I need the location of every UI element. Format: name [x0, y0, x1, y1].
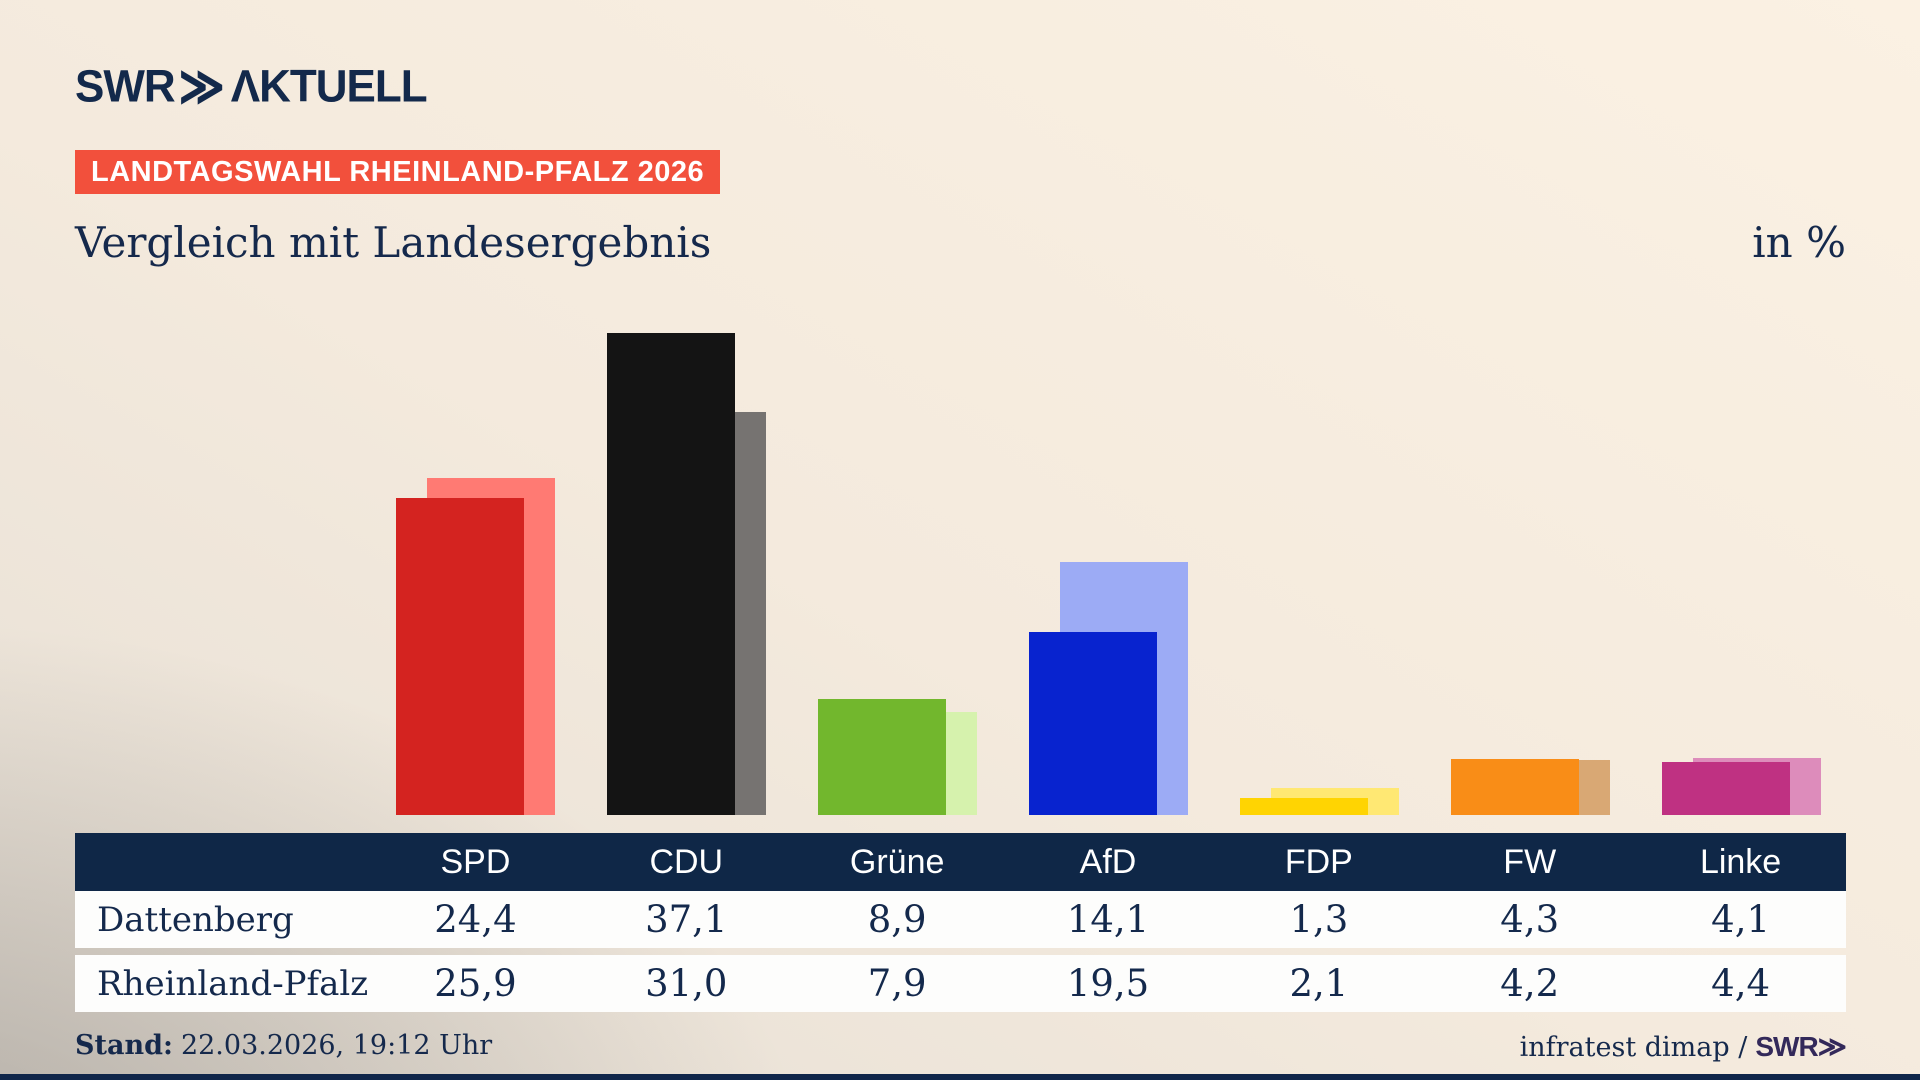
bar-local-SPD — [396, 497, 525, 815]
table-row-1: Rheinland-Pfalz 25,9 31,0 7,9 19,5 2,1 4,2 4,4 — [75, 955, 1846, 1012]
table-header-row: SPD CDU Grüne AfD FDP FW Linke — [75, 833, 1846, 891]
table-header-Linke: Linke — [1699, 842, 1782, 881]
source-credit: infratest dimap / SWR≫ — [1519, 1030, 1847, 1063]
bar-local-FDP — [1239, 798, 1368, 815]
value-Rheinland-Pfalz-Grüne: 7,9 — [867, 962, 927, 1005]
value-Dattenberg-Linke: 4,1 — [1711, 898, 1770, 941]
bar-local-CDU — [607, 332, 736, 815]
timestamp: Stand: 22.03.2026, 19:12 Uhr — [75, 1030, 492, 1061]
logo-aktuell-text: ΛKTUELL — [230, 61, 428, 112]
table-header-AfD: AfD — [1079, 842, 1137, 881]
bottom-brand-strip — [0, 1074, 1920, 1080]
chart-title: Vergleich mit Landesergebnis — [75, 218, 712, 267]
source-text: infratest dimap / — [1519, 1032, 1748, 1063]
stand-label: Stand: — [75, 1030, 173, 1061]
table-corner-cell — [75, 833, 370, 891]
swr-logo-small: SWR≫ — [1755, 1031, 1847, 1062]
table-header-FDP: FDP — [1284, 842, 1353, 881]
value-Rheinland-Pfalz-SPD: 25,9 — [434, 962, 517, 1005]
table-header-Grüne: Grüne — [849, 842, 945, 881]
swr-aktuell-logo: SWR≫ ΛKTUELL — [75, 56, 428, 116]
value-Dattenberg-FW: 4,3 — [1500, 898, 1560, 941]
bar-local-FW — [1450, 759, 1579, 815]
table-row-0: Dattenberg 24,4 37,1 8,9 14,1 1,3 4,3 4,1 — [75, 891, 1846, 948]
double-chevron-icon: ≫ — [178, 56, 225, 117]
table-header-CDU: CDU — [649, 842, 724, 881]
table-header-FW: FW — [1503, 842, 1557, 881]
bar-local-Linke — [1661, 761, 1790, 815]
value-Dattenberg-AfD: 14,1 — [1066, 898, 1150, 941]
value-Dattenberg-Grüne: 8,9 — [867, 898, 927, 941]
row-label-Rheinland-Pfalz: Rheinland-Pfalz — [97, 963, 369, 1004]
value-Dattenberg-SPD: 24,4 — [434, 898, 517, 941]
logo-swr-text: SWR — [75, 61, 176, 112]
results-table: SPD CDU Grüne AfD FDP FW Linke Dattenberg 24,4 3… — [75, 833, 1846, 1012]
value-Rheinland-Pfalz-CDU: 31,0 — [645, 962, 728, 1005]
value-Rheinland-Pfalz-AfD: 19,5 — [1066, 962, 1150, 1005]
value-Rheinland-Pfalz-Linke: 4,4 — [1711, 962, 1770, 1005]
bar-local-Grüne — [818, 699, 947, 815]
value-Rheinland-Pfalz-FDP: 2,1 — [1289, 962, 1349, 1005]
value-Dattenberg-CDU: 37,1 — [645, 898, 728, 941]
value-Dattenberg-FDP: 1,3 — [1289, 898, 1349, 941]
stand-value: 22.03.2026, 19:12 Uhr — [180, 1030, 493, 1061]
table-header-SPD: SPD — [440, 842, 511, 881]
election-badge: LANDTAGSWAHL RHEINLAND-PFALZ 2026 — [75, 150, 721, 194]
row-label-Dattenberg: Dattenberg — [97, 899, 294, 940]
value-Rheinland-Pfalz-FW: 4,2 — [1500, 962, 1560, 1005]
bar-local-AfD — [1029, 631, 1157, 815]
unit-label: in % — [1752, 218, 1846, 267]
